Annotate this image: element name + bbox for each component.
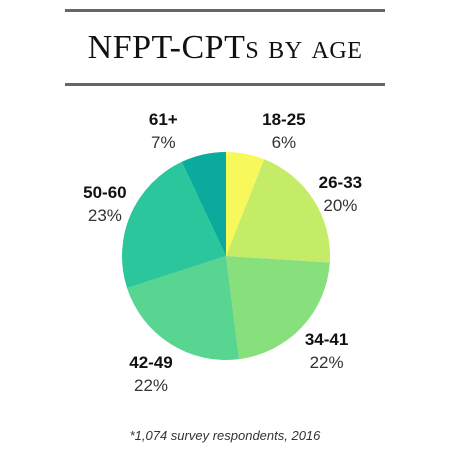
slice-percent: 23% (87, 205, 122, 225)
pie-slice-34-41 (226, 256, 330, 360)
slice-category: 34-41 (304, 329, 349, 349)
slice-label-42-49: 42-49 22% (111, 351, 191, 397)
pie-slice-42-49 (127, 256, 240, 360)
slice-category: 50-60 (83, 182, 127, 202)
slice-percent: 6% (271, 132, 297, 152)
slice-percent: 20% (323, 196, 358, 216)
slice-percent: 7% (151, 132, 176, 152)
chart-title: NFPT-CPTs by age (87, 29, 363, 66)
slice-category: 26-33 (318, 173, 363, 193)
slice-label-34-41: 34-41 22% (287, 328, 367, 374)
title-top-rule (65, 9, 385, 12)
slice-category: 18-25 (262, 109, 306, 129)
slice-category: 61+ (148, 109, 178, 129)
slice-label-18-25: 18-25 6% (244, 108, 324, 154)
slice-percent: 22% (133, 376, 169, 396)
slice-category: 42-49 (129, 353, 173, 373)
pie-slice-18-25 (226, 152, 265, 256)
pie-slice-61+ (181, 152, 226, 256)
pie-slice-26-33 (226, 159, 330, 263)
pie-slice-50-60 (121, 161, 226, 289)
footnote: *1,074 survey respondents, 2016 (129, 428, 321, 443)
slice-percent: 22% (309, 352, 344, 372)
slice-label-61+: 61+ 7% (123, 108, 203, 154)
title-bottom-rule (65, 83, 385, 86)
slice-label-50-60: 50-60 23% (65, 181, 145, 227)
slice-label-26-33: 26-33 20% (300, 171, 380, 217)
